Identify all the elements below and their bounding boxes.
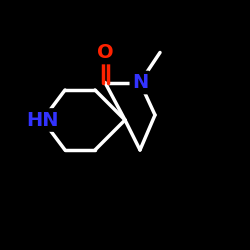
Text: O: O [97, 43, 113, 62]
Text: N: N [132, 73, 148, 92]
Text: HN: HN [26, 110, 59, 130]
